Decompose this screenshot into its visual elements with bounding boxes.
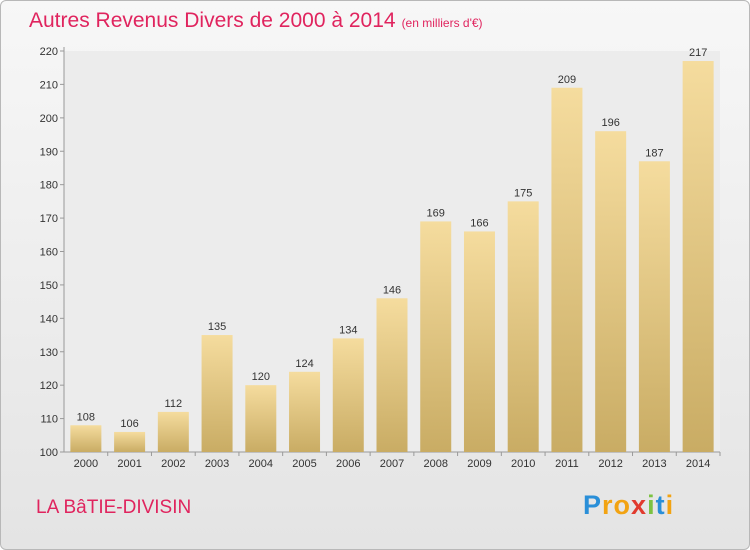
y-tick-label: 110 bbox=[40, 414, 58, 426]
logo-letter: i bbox=[665, 490, 675, 520]
bar-value-label: 146 bbox=[383, 284, 401, 296]
bar-value-label: 166 bbox=[470, 217, 488, 229]
bar-value-label: 187 bbox=[645, 147, 663, 159]
x-tick-label: 2005 bbox=[292, 458, 316, 470]
bar-value-label: 124 bbox=[295, 358, 313, 370]
y-tick-label: 160 bbox=[40, 247, 58, 259]
bar bbox=[595, 131, 627, 452]
chart-title: Autres Revenus Divers de 2000 à 2014 (en … bbox=[29, 9, 483, 33]
bar bbox=[332, 338, 364, 452]
bar bbox=[157, 411, 189, 452]
y-tick-label: 130 bbox=[40, 347, 58, 359]
bar-value-label: 217 bbox=[689, 47, 707, 59]
bar-value-label: 196 bbox=[601, 117, 619, 129]
bar bbox=[376, 298, 408, 452]
y-tick-label: 210 bbox=[40, 79, 58, 91]
x-tick-label: 2007 bbox=[380, 458, 404, 470]
bar bbox=[682, 61, 714, 453]
bar-value-label: 169 bbox=[427, 207, 445, 219]
title-text: Autres Revenus Divers de 2000 à 2014 bbox=[29, 9, 396, 32]
logo-letter: i bbox=[647, 490, 656, 520]
x-tick-label: 2009 bbox=[467, 458, 491, 470]
x-tick-label: 2002 bbox=[161, 458, 185, 470]
bar bbox=[70, 425, 102, 452]
bar bbox=[114, 431, 146, 452]
bar bbox=[463, 231, 495, 452]
x-tick-label: 2011 bbox=[555, 458, 579, 470]
bar-value-label: 209 bbox=[558, 74, 576, 86]
bar-value-label: 112 bbox=[165, 398, 183, 410]
x-tick-label: 2014 bbox=[686, 458, 710, 470]
bar bbox=[420, 221, 452, 452]
y-tick-label: 180 bbox=[40, 180, 58, 192]
x-tick-label: 2008 bbox=[423, 458, 447, 470]
proxiti-logo: Proxiti bbox=[583, 490, 674, 521]
y-tick-label: 170 bbox=[40, 213, 58, 225]
bar bbox=[289, 371, 321, 452]
y-tick-label: 100 bbox=[40, 447, 58, 459]
bar-value-label: 134 bbox=[339, 324, 357, 336]
y-tick-label: 140 bbox=[40, 313, 58, 325]
x-tick-label: 2013 bbox=[642, 458, 666, 470]
y-tick-label: 220 bbox=[40, 46, 58, 58]
y-tick-label: 120 bbox=[40, 380, 58, 392]
x-tick-label: 2010 bbox=[511, 458, 535, 470]
x-tick-label: 2003 bbox=[205, 458, 229, 470]
bar-value-label: 120 bbox=[252, 371, 270, 383]
y-tick-label: 190 bbox=[40, 146, 58, 158]
logo-letter: r bbox=[602, 490, 614, 520]
x-tick-label: 2004 bbox=[249, 458, 273, 470]
bar-value-label: 108 bbox=[77, 411, 95, 423]
bar-value-label: 135 bbox=[208, 321, 226, 333]
logo-letter: P bbox=[583, 490, 603, 520]
bar-value-label: 106 bbox=[120, 418, 138, 430]
bar bbox=[551, 87, 583, 452]
commune-name: LA BâTIE-DIVISIN bbox=[36, 497, 192, 518]
x-tick-label: 2012 bbox=[598, 458, 622, 470]
bar bbox=[507, 201, 539, 452]
title-unit: (en milliers d'€) bbox=[401, 16, 483, 30]
y-tick-label: 150 bbox=[40, 280, 58, 292]
y-tick-label: 200 bbox=[40, 113, 58, 125]
logo-letter: o bbox=[613, 490, 632, 520]
logo-letter: x bbox=[631, 490, 648, 520]
bar bbox=[245, 385, 277, 452]
bar bbox=[638, 161, 670, 452]
bar-value-label: 175 bbox=[514, 187, 532, 199]
x-tick-label: 2001 bbox=[117, 458, 141, 470]
bar bbox=[201, 335, 233, 452]
x-tick-label: 2006 bbox=[336, 458, 360, 470]
x-tick-label: 2000 bbox=[74, 458, 98, 470]
logo-letter: t bbox=[655, 490, 666, 520]
